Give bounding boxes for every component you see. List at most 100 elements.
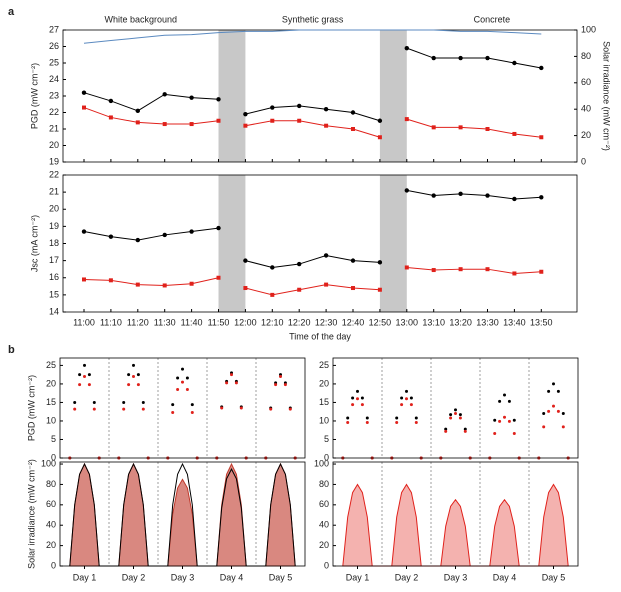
x-tick-label: 13:20 [449,317,472,327]
x-tick-label: 11:00 [73,317,95,327]
point [274,383,278,387]
y-tick-label: 20 [49,204,59,214]
x-tick-label: 13:00 [396,317,419,327]
point [493,418,497,422]
point [181,367,184,371]
point [108,234,114,239]
y-tick-label: 40 [46,520,56,530]
point [220,406,224,410]
point [181,380,184,384]
y-tick-label: 22 [49,107,59,117]
x-tick-label: 12:50 [369,317,392,327]
y-tick-label: 60 [319,499,329,509]
series-line [83,107,219,125]
point [356,397,359,401]
point [190,403,194,407]
point [512,271,517,276]
x-tick-label: 11:50 [208,317,230,327]
y-axis-label: PGD (mW cm⁻²) [29,63,39,129]
panel-label: a [8,6,15,18]
point [324,123,329,128]
region-annotation: Synthetic grass [282,14,344,24]
point [512,60,517,66]
point [270,292,275,297]
point [73,400,77,404]
point [82,277,86,282]
point [507,419,511,423]
point [360,403,364,407]
point [458,191,463,197]
x-axis-label: Time of the day [289,331,351,341]
series-line [406,47,542,69]
series-line [406,189,542,200]
point [230,373,233,377]
point [377,118,383,123]
point [127,373,131,377]
y2-tick-label: 40 [581,104,591,114]
point [454,412,457,416]
plot-frame [62,29,578,163]
y-tick-label: 27 [49,24,59,34]
series-area [69,462,296,567]
point [351,403,355,407]
y-tick-label: 25 [49,57,59,67]
point [270,118,275,123]
point [216,118,221,123]
point [279,375,282,379]
point [243,123,248,128]
point [400,396,404,400]
point [185,387,189,391]
y-tick-label: 0 [51,452,56,462]
point [431,193,436,198]
point [512,432,516,436]
x-tick-label: 13:10 [422,317,445,327]
point [351,286,355,291]
point [162,92,167,97]
y-tick-label: 20 [319,378,329,388]
y-axis-label: PGD (mW cm⁻²) [26,375,36,441]
shaded-band [218,175,246,312]
y-tick-label: 0 [324,452,329,462]
point [404,45,409,51]
point [414,420,418,424]
y-tick-label: 15 [49,289,59,299]
x-tick-label: 12:20 [288,317,311,327]
point [395,420,399,424]
point [269,407,273,411]
point [132,375,135,379]
y2-tick-label: 80 [581,51,591,61]
y2-axis-label: Solar irradiance (mW cm⁻²) [602,41,612,151]
point [243,286,248,291]
point [136,373,140,377]
point [351,127,355,131]
point [243,111,248,117]
y-tick-label: 5 [51,434,56,444]
x-tick-label: Day 2 [122,572,146,582]
point [542,425,546,429]
point [234,381,238,385]
point [189,229,194,234]
y-tick-label: 24 [49,74,59,84]
x-tick-label: 11:20 [127,317,149,327]
point [547,409,551,413]
point [463,427,467,431]
y-tick-label: 21 [49,187,59,197]
point [556,409,560,413]
point [81,90,87,95]
region-annotation: White background [104,14,177,24]
point [498,419,502,423]
point [288,407,292,411]
point [547,389,551,393]
point [454,408,457,412]
point [135,108,140,114]
point [270,265,275,270]
point [405,389,408,393]
point [297,103,302,109]
y-tick-label: 40 [319,520,329,530]
x-tick-label: 13:30 [476,317,499,327]
point [485,193,490,198]
point [162,232,167,238]
point [458,416,462,420]
series-line [69,462,296,567]
